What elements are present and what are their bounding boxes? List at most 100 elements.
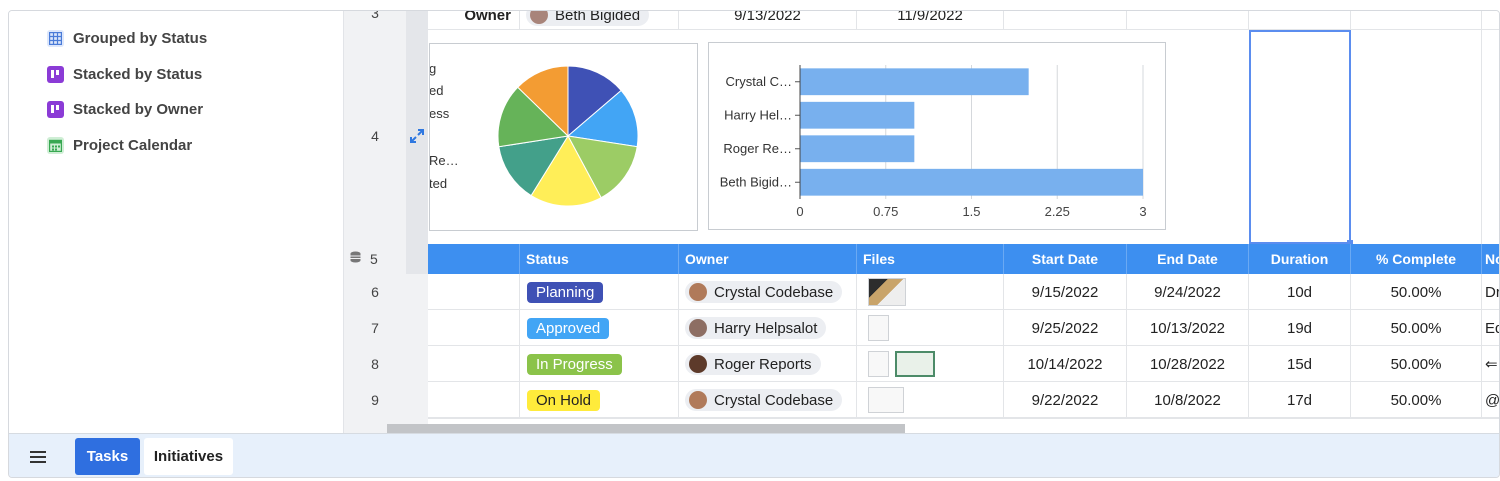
files-cell[interactable]	[857, 382, 1004, 418]
legend-entry: ted	[429, 176, 448, 191]
view-stacked-by-owner[interactable]: Stacked by Owner	[47, 96, 203, 122]
end-date-cell[interactable]: 9/24/2022	[1127, 274, 1249, 310]
start-date-cell[interactable]: 9/25/2022	[1004, 310, 1127, 346]
horizontal-scrollbar[interactable]	[387, 424, 905, 433]
view-label: Project Calendar	[73, 136, 193, 154]
pie-slice	[566, 89, 639, 148]
owner-chip: Crystal Codebase	[685, 281, 843, 303]
selected-cell[interactable]	[1249, 30, 1353, 246]
app-frame: Grouped by Status Stacked by Status Stac…	[8, 10, 1500, 478]
start-date-cell[interactable]: 10/14/2022	[1004, 346, 1127, 382]
end-date-cell[interactable]: 10/28/2022	[1127, 346, 1249, 382]
partial-row	[428, 418, 1499, 428]
files-cell[interactable]	[857, 346, 1004, 382]
cell[interactable]	[1351, 11, 1482, 29]
column-header-notes[interactable]: No	[1485, 251, 1499, 267]
owner-name: Crystal Codebase	[714, 283, 834, 301]
view-grouped-by-status[interactable]: Grouped by Status	[47, 25, 207, 51]
owner-cell[interactable]: Beth Bigided	[520, 11, 679, 29]
end-date-cell[interactable]: 10/13/2022	[1127, 310, 1249, 346]
notes-cell[interactable]: Edi	[1485, 319, 1499, 337]
legend-entry: g	[429, 61, 437, 76]
cell[interactable]	[428, 346, 520, 382]
start-date-cell[interactable]: 9/22/2022	[1004, 382, 1127, 418]
tab-initiatives[interactable]: Initiatives	[144, 438, 233, 475]
complete-cell[interactable]: 50.00%	[1351, 382, 1482, 418]
avatar	[689, 355, 707, 373]
row-number: 9	[371, 392, 379, 408]
database-icon	[350, 250, 361, 268]
avatar	[689, 283, 707, 301]
status-cell[interactable]: Approved	[520, 310, 679, 346]
document-thumbnail[interactable]	[868, 387, 904, 413]
end-date-cell[interactable]: 10/8/2022	[1127, 382, 1249, 418]
pie-chart[interactable]: g ed ess Re… ted	[429, 43, 698, 231]
notes-cell[interactable]: ⇐	[1485, 356, 1498, 373]
x-tick-label: 1.5	[962, 204, 980, 219]
certificate-thumbnail[interactable]	[895, 351, 935, 377]
start-date-cell[interactable]: 9/15/2022	[1004, 274, 1127, 310]
notes-cell[interactable]: Dra	[1485, 283, 1499, 301]
cell[interactable]	[1351, 29, 1482, 244]
status-badge: On Hold	[527, 389, 601, 411]
complete-cell[interactable]: 50.00%	[1351, 346, 1482, 382]
owner-cell[interactable]: Roger Reports	[679, 346, 857, 382]
cell[interactable]	[1004, 11, 1127, 29]
cell[interactable]	[1127, 11, 1249, 29]
row-divider	[428, 417, 1499, 418]
x-tick-label: 0.75	[873, 204, 898, 219]
row-selector-column	[406, 11, 428, 244]
files-cell[interactable]	[857, 310, 1004, 346]
column-header-start-date[interactable]: Start Date	[1004, 244, 1127, 274]
status-cell[interactable]: Planning	[520, 274, 679, 310]
document-thumbnail[interactable]	[868, 315, 889, 341]
notes-cell[interactable]: @n	[1485, 391, 1500, 409]
complete-cell[interactable]: 50.00%	[1351, 274, 1482, 310]
column-header-files[interactable]: Files	[857, 244, 1004, 274]
hamburger-icon[interactable]	[23, 443, 53, 471]
start-date-cell[interactable]: 9/13/2022	[679, 11, 857, 29]
cell[interactable]	[428, 310, 520, 346]
view-project-calendar[interactable]: Project Calendar	[47, 132, 192, 158]
y-category-label: Beth Bigid…	[720, 174, 792, 189]
duration-cell[interactable]: 10d	[1249, 274, 1351, 310]
avatar	[530, 11, 548, 24]
duration-cell[interactable]: 17d	[1249, 382, 1351, 418]
owner-cell[interactable]: Crystal Codebase	[679, 274, 857, 310]
pie-slice	[530, 135, 602, 207]
owner-cell[interactable]: Crystal Codebase	[679, 382, 857, 418]
legend-entry: ess	[429, 106, 450, 121]
end-date-cell[interactable]: 11/9/2022	[857, 11, 1004, 29]
column-header-end-date[interactable]: End Date	[1127, 244, 1249, 274]
duration-cell[interactable]: 19d	[1249, 310, 1351, 346]
status-cell[interactable]: In Progress	[520, 346, 679, 382]
complete-cell[interactable]: 50.00%	[1351, 310, 1482, 346]
duration-cell[interactable]: 15d	[1249, 346, 1351, 382]
files-cell[interactable]	[857, 274, 1004, 310]
row-selector	[406, 244, 428, 274]
cell[interactable]	[1249, 11, 1351, 29]
view-stacked-by-status[interactable]: Stacked by Status	[47, 61, 202, 87]
column-header-empty[interactable]	[428, 244, 520, 274]
view-label: Stacked by Status	[73, 65, 203, 83]
owner-cell[interactable]: Harry Helpsalot	[679, 310, 857, 346]
row-divider	[428, 29, 1499, 30]
bar-chart[interactable]: 0 0.75 1.5 2.25 3 Crystal C… Harry Hel… Roger R…	[708, 42, 1166, 230]
image-thumbnail[interactable]	[868, 278, 906, 306]
pie-slice	[498, 135, 569, 197]
pie-slice	[567, 65, 622, 138]
owner-chip: Harry Helpsalot	[685, 317, 827, 339]
tab-tasks[interactable]: Tasks	[75, 438, 140, 475]
row-number: 6	[371, 284, 379, 300]
row-divider	[428, 345, 1499, 346]
column-header-status[interactable]: Status	[520, 244, 679, 274]
cell[interactable]	[428, 274, 520, 310]
column-header-owner[interactable]: Owner	[679, 244, 857, 274]
expand-icon[interactable]	[410, 129, 424, 148]
document-thumbnail[interactable]	[868, 351, 889, 377]
bar	[800, 101, 915, 129]
cell[interactable]	[428, 382, 520, 418]
column-header-complete[interactable]: % Complete	[1351, 244, 1482, 274]
status-cell[interactable]: On Hold	[520, 382, 679, 418]
column-header-duration[interactable]: Duration	[1249, 244, 1351, 274]
